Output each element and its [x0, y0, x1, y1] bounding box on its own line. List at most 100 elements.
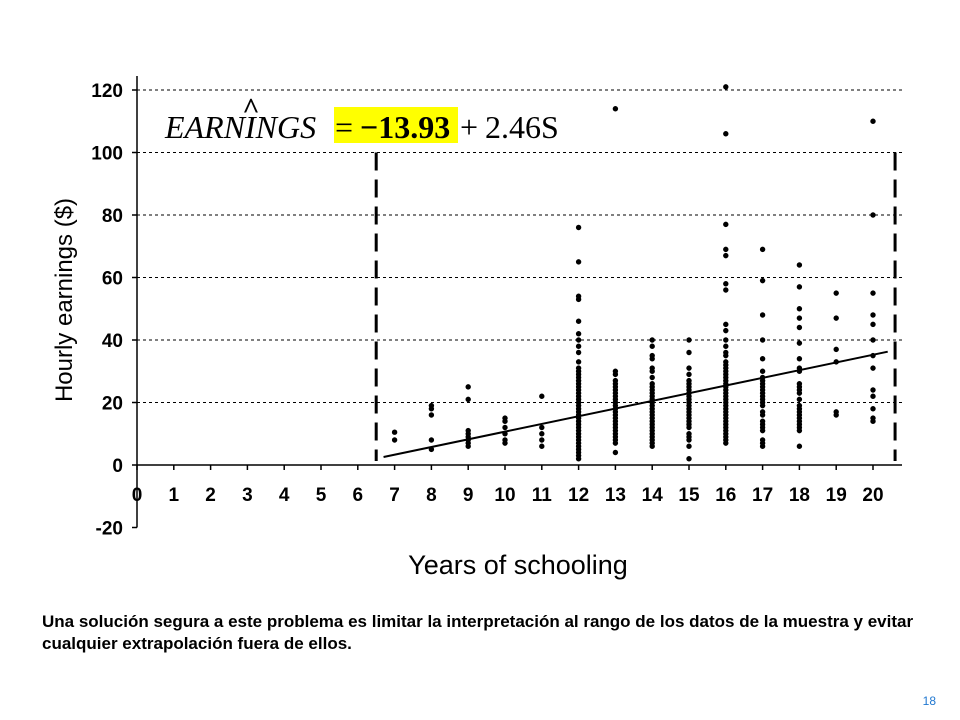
data-point [428, 412, 435, 418]
x-tick-label: 15 [678, 485, 700, 506]
data-point [759, 312, 766, 318]
equation-lhs: EARNINGS [164, 109, 316, 145]
equation-hat: ^ [242, 92, 259, 125]
data-point [796, 340, 803, 346]
data-point [723, 84, 729, 90]
y-tick-label: -20 [96, 519, 123, 540]
data-point [575, 296, 582, 303]
x-tick-label: 9 [463, 485, 474, 506]
data-point [391, 437, 398, 443]
intercept-highlight [334, 107, 458, 143]
data-point [723, 343, 729, 349]
data-point [649, 356, 655, 362]
range-markers [374, 152, 897, 461]
data-point [686, 456, 692, 462]
x-tick-label: 2 [205, 485, 216, 506]
x-tick-label: 11 [532, 485, 553, 506]
data-point [759, 412, 766, 418]
data-point [649, 337, 655, 343]
y-tick-label: 20 [102, 394, 123, 415]
data-point [759, 277, 766, 284]
y-tick-label: 120 [91, 81, 123, 102]
y-tick-label: 80 [102, 206, 123, 227]
y-tick-label: 0 [112, 456, 123, 477]
data-point [833, 412, 839, 418]
x-tick-label: 0 [132, 485, 143, 506]
data-point [465, 384, 471, 390]
data-point [502, 424, 508, 431]
axes [132, 76, 902, 529]
data-point [465, 443, 471, 449]
data-point [870, 312, 876, 318]
data-point [723, 337, 729, 343]
data-point [649, 343, 655, 349]
data-point [723, 131, 729, 137]
data-point [723, 281, 729, 287]
data-point [833, 290, 839, 296]
x-tick-label: 14 [642, 485, 664, 506]
data-point [575, 337, 582, 343]
x-tick-label: 17 [752, 485, 773, 506]
equation-equals: = [335, 109, 353, 145]
data-point [759, 368, 766, 374]
regression-line-group [383, 350, 888, 459]
equation-intercept: −13.93 [360, 109, 450, 145]
data-point [759, 427, 766, 434]
x-tick-label: 20 [862, 485, 883, 506]
data-point [759, 246, 766, 253]
data-point [575, 259, 582, 265]
data-point [575, 224, 582, 231]
data-point [759, 402, 766, 409]
data-point [575, 318, 582, 324]
data-point [686, 349, 692, 356]
data-point [796, 262, 803, 268]
data-point [612, 440, 619, 446]
data-point [539, 437, 545, 443]
y-tick-label: 100 [91, 144, 123, 165]
data-point [686, 424, 692, 431]
x-tick-label: 18 [789, 485, 810, 506]
data-point [428, 406, 435, 412]
data-point [612, 106, 619, 112]
data-point [870, 118, 876, 124]
x-tick-label: 6 [353, 485, 364, 506]
slide-caption: Una solución segura a este problema es l… [42, 612, 914, 653]
x-tick-label: 4 [279, 485, 290, 506]
data-point [575, 359, 582, 365]
data-point [465, 396, 471, 403]
data-point [391, 429, 398, 435]
data-point [723, 246, 729, 253]
data-point [870, 321, 876, 328]
data-point [539, 431, 545, 437]
data-point [575, 349, 582, 356]
x-tick-label: 1 [169, 485, 180, 506]
data-point [796, 443, 803, 449]
data-point [575, 331, 582, 337]
x-tick-label: 8 [426, 485, 437, 506]
data-point [796, 427, 803, 434]
x-axis-title: Years of schooling [408, 550, 628, 580]
data-point [575, 456, 582, 462]
regression-equation: ^ EARNINGS = −13.93 + 2.46S [164, 92, 559, 145]
data-point [575, 343, 582, 349]
data-point [649, 374, 655, 381]
data-point [870, 406, 876, 412]
data-point [502, 418, 508, 424]
data-point [539, 424, 545, 431]
page-number: 18 [922, 694, 936, 708]
data-point [723, 321, 729, 328]
x-tick-label: 16 [715, 485, 736, 506]
data-point [686, 437, 692, 443]
x-tick-label: 13 [605, 485, 626, 506]
data-point [723, 252, 729, 259]
data-point [796, 306, 803, 312]
regression-line [383, 350, 888, 459]
y-tick-label: 40 [102, 331, 123, 352]
data-point [649, 443, 655, 449]
data-point [870, 337, 876, 343]
data-point [723, 440, 729, 446]
data-point [796, 324, 803, 331]
data-point [759, 443, 766, 449]
data-point [686, 337, 692, 343]
